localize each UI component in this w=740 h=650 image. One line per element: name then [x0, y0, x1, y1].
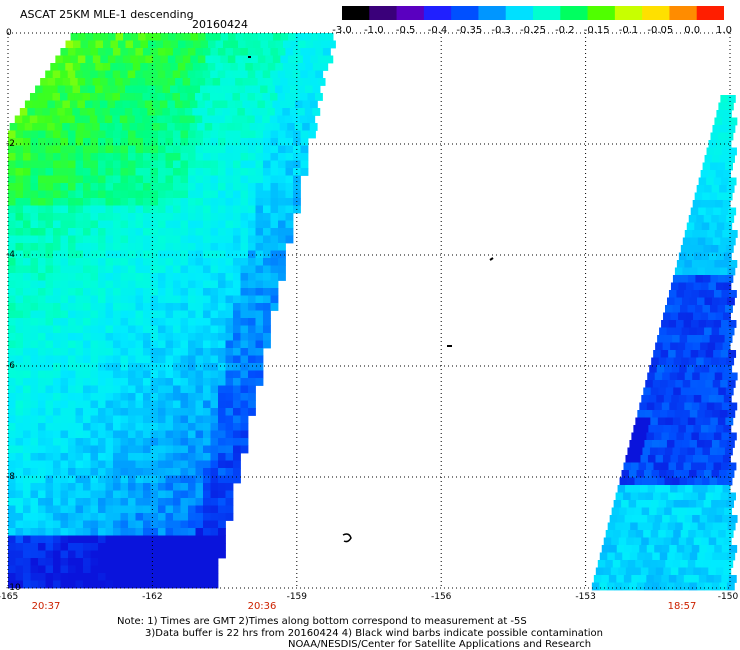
colorbar-label: -0.15: [583, 25, 610, 36]
longitude-label: -156: [430, 592, 452, 602]
time-label: 20:36: [247, 601, 277, 612]
wind-barb: [342, 533, 352, 543]
colorbar-label: -0.3: [491, 25, 511, 36]
colorbar-label: -0.2: [555, 25, 575, 36]
time-label: 20:37: [31, 601, 61, 612]
map-title: ASCAT 25KM MLE-1 descending: [20, 8, 194, 21]
longitude-label: -162: [142, 592, 163, 602]
latitude-label: -6: [6, 361, 15, 371]
colorbar-segment: [342, 6, 370, 20]
time-label: 18:57: [667, 601, 697, 612]
colorbar-segment: [696, 6, 724, 20]
colorbar-label: -3.0: [332, 25, 352, 36]
colorbar-segment: [614, 6, 643, 20]
longitude-label: -153: [575, 592, 596, 602]
latitude-label: -4: [6, 250, 15, 260]
latitude-label: -2: [6, 139, 15, 149]
latitude-label: -10: [6, 583, 21, 593]
colorbar-label: 1.0: [716, 25, 732, 36]
latitude-label: -8: [6, 472, 15, 482]
colorbar-label: -0.05: [647, 25, 674, 36]
colorbar-segment: [533, 6, 561, 20]
note-line-1: Note: 1) Times are GMT 2)Times along bot…: [117, 616, 527, 627]
colorbar-segment: [505, 6, 534, 20]
right-swath: [591, 95, 738, 591]
colorbar-label: -0.35: [456, 25, 483, 36]
colorbar: [342, 6, 724, 20]
colorbar-label: -1.0: [364, 25, 384, 36]
longitude-label: -159: [286, 592, 308, 602]
note-line-2: 3)Data buffer is 22 hrs from 20160424 4)…: [145, 628, 603, 639]
colorbar-segment: [560, 6, 589, 20]
colorbar-segment: [423, 6, 452, 20]
colorbar-segment: [478, 6, 507, 20]
map-date: 20160424: [192, 18, 248, 31]
note-line-3: NOAA/NESDIS/Center for Satellite Applica…: [288, 639, 592, 650]
colorbar-segment: [396, 6, 425, 20]
colorbar-label: 0.0: [684, 25, 701, 36]
colorbar-label: -0.25: [520, 25, 546, 36]
colorbar-label: -0.4: [427, 25, 448, 36]
longitude-label: -150: [717, 592, 739, 602]
colorbar-segment: [587, 6, 616, 20]
left-swath: [8, 33, 336, 589]
colorbar-segment: [451, 6, 479, 20]
colorbar-label: -0.5: [395, 25, 416, 36]
colorbar-segment: [642, 6, 670, 20]
colorbar-segment: [669, 6, 698, 20]
wind-barb: [489, 257, 494, 261]
latitude-label: 0: [6, 28, 12, 38]
colorbar-segment: [369, 6, 398, 20]
longitude-label: -165: [0, 592, 19, 602]
colorbar-label: -0.1: [618, 25, 639, 36]
